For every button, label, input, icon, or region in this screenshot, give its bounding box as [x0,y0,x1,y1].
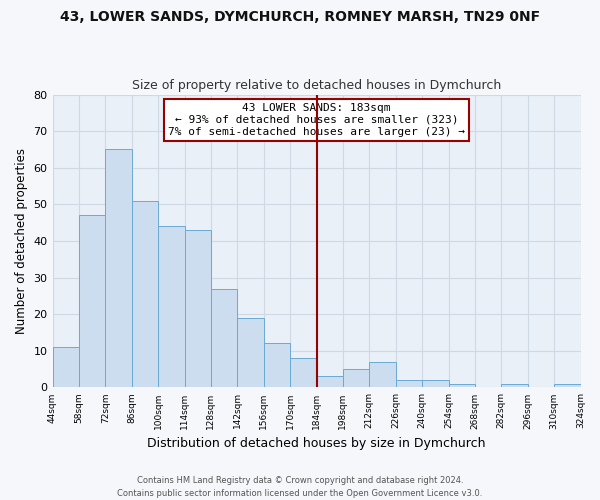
Bar [343,369,370,388]
Bar [264,344,290,388]
Bar [422,380,449,388]
Bar [554,384,581,388]
Text: 43, LOWER SANDS, DYMCHURCH, ROMNEY MARSH, TN29 0NF: 43, LOWER SANDS, DYMCHURCH, ROMNEY MARSH… [60,10,540,24]
Bar [502,384,528,388]
Bar [158,226,185,388]
Y-axis label: Number of detached properties: Number of detached properties [15,148,28,334]
Text: 43 LOWER SANDS: 183sqm
← 93% of detached houses are smaller (323)
7% of semi-det: 43 LOWER SANDS: 183sqm ← 93% of detached… [168,104,465,136]
X-axis label: Distribution of detached houses by size in Dymchurch: Distribution of detached houses by size … [147,437,486,450]
Bar [449,384,475,388]
Bar [106,150,132,388]
Bar [132,200,158,388]
Title: Size of property relative to detached houses in Dymchurch: Size of property relative to detached ho… [132,79,501,92]
Bar [396,380,422,388]
Bar [290,358,317,388]
Bar [53,347,79,388]
Bar [238,318,264,388]
Bar [370,362,396,388]
Bar [211,288,238,388]
Bar [79,216,106,388]
Bar [317,376,343,388]
Text: Contains HM Land Registry data © Crown copyright and database right 2024.
Contai: Contains HM Land Registry data © Crown c… [118,476,482,498]
Bar [185,230,211,388]
